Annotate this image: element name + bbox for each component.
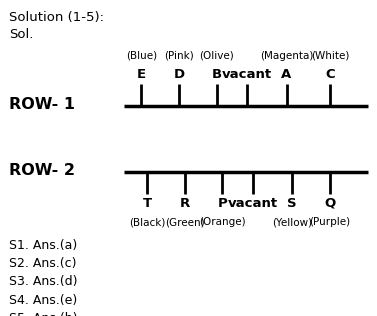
Text: D: D <box>173 68 185 81</box>
Text: (Purple): (Purple) <box>309 217 351 227</box>
Text: (Orange): (Orange) <box>199 217 246 227</box>
Text: S: S <box>287 197 297 210</box>
Text: (Blue): (Blue) <box>126 51 157 61</box>
Text: E: E <box>137 68 146 81</box>
Text: B: B <box>212 68 222 81</box>
Text: vacant: vacant <box>228 197 277 210</box>
Text: ROW- 1: ROW- 1 <box>9 97 75 112</box>
Text: vacant: vacant <box>222 68 272 81</box>
Text: T: T <box>143 197 152 210</box>
Text: (Olive): (Olive) <box>199 51 234 61</box>
Text: (Black): (Black) <box>129 217 165 227</box>
Text: S2. Ans.(c): S2. Ans.(c) <box>9 257 77 270</box>
Text: A: A <box>281 68 292 81</box>
Text: S1. Ans.(a): S1. Ans.(a) <box>9 239 78 252</box>
Text: (Magenta): (Magenta) <box>260 51 313 61</box>
Text: C: C <box>325 68 335 81</box>
Text: S3. Ans.(d): S3. Ans.(d) <box>9 275 78 288</box>
Text: ROW- 2: ROW- 2 <box>9 163 75 178</box>
Text: (Yellow): (Yellow) <box>272 217 312 227</box>
Text: S5. Ans.(b): S5. Ans.(b) <box>9 312 78 316</box>
Text: S4. Ans.(e): S4. Ans.(e) <box>9 294 78 307</box>
Text: P: P <box>218 197 227 210</box>
Text: Solution (1-5):: Solution (1-5): <box>9 11 104 24</box>
Text: (Pink): (Pink) <box>164 51 194 61</box>
Text: (White): (White) <box>311 51 349 61</box>
Text: R: R <box>179 197 190 210</box>
Text: Sol.: Sol. <box>9 28 34 41</box>
Text: (Green): (Green) <box>165 217 205 227</box>
Text: Q: Q <box>324 197 336 210</box>
